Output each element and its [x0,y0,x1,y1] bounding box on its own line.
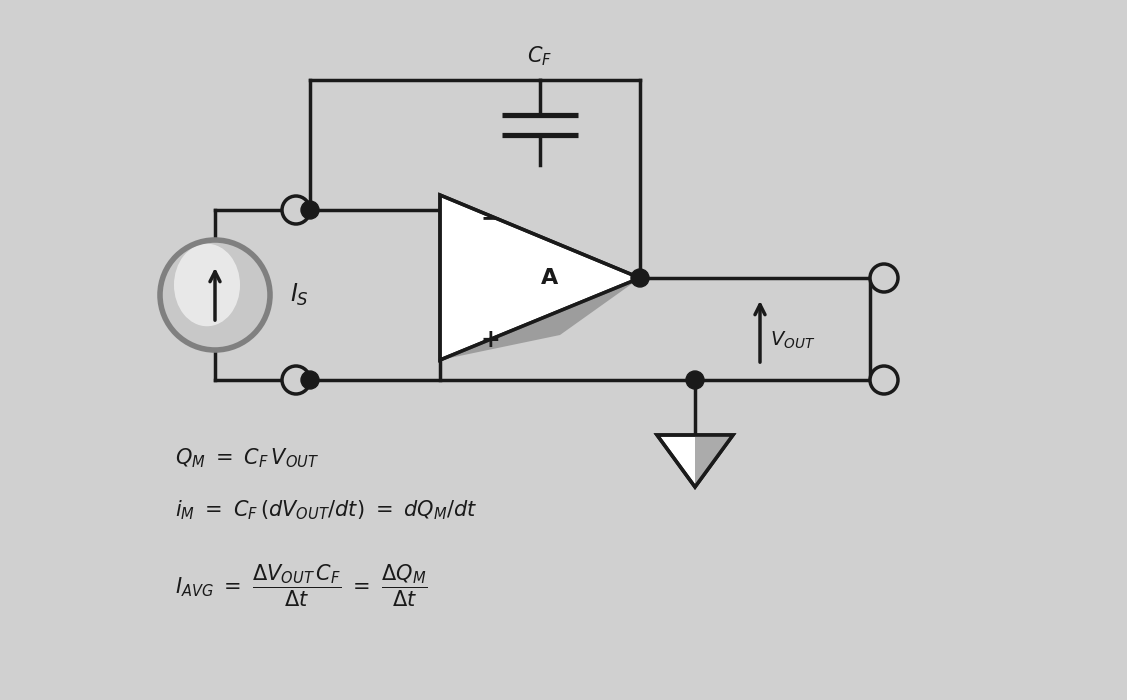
Text: $i_M \ =\ C_F\,(dV_{OUT}/dt) \ =\ dQ_M/dt$: $i_M \ =\ C_F\,(dV_{OUT}/dt) \ =\ dQ_M/d… [175,498,478,522]
Circle shape [282,366,310,394]
Circle shape [870,366,898,394]
Circle shape [160,240,270,350]
Text: −: − [480,206,500,230]
Text: $V_{OUT}$: $V_{OUT}$ [770,330,815,351]
Circle shape [631,269,649,287]
Circle shape [282,196,310,224]
Text: $Q_M \ =\ C_F\,V_{OUT}$: $Q_M \ =\ C_F\,V_{OUT}$ [175,446,319,470]
Text: A: A [541,268,559,288]
Text: $I_{AVG} \ =\ \dfrac{\Delta V_{OUT}\,C_F}{\Delta t} \ =\ \dfrac{\Delta Q_M}{\Del: $I_{AVG} \ =\ \dfrac{\Delta V_{OUT}\,C_F… [175,563,427,609]
Circle shape [686,371,704,389]
Circle shape [301,201,319,219]
Ellipse shape [174,244,240,326]
Circle shape [301,371,319,389]
Text: $I_S$: $I_S$ [290,282,309,308]
Polygon shape [695,435,733,487]
Text: $C_F$: $C_F$ [527,44,552,68]
Polygon shape [657,435,733,487]
Polygon shape [440,195,640,360]
Text: +: + [480,328,500,352]
Polygon shape [440,278,640,360]
Circle shape [870,264,898,292]
